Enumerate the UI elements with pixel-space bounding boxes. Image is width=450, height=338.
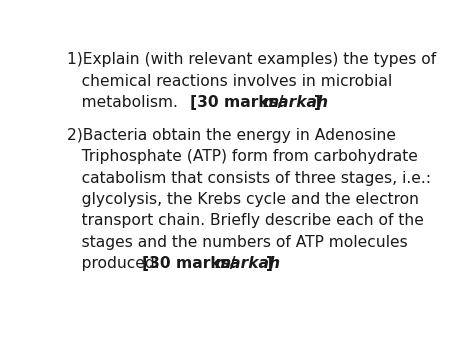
- Text: glycolysis, the Krebs cycle and the electron: glycolysis, the Krebs cycle and the elec…: [67, 192, 418, 207]
- Text: stages and the numbers of ATP molecules: stages and the numbers of ATP molecules: [67, 235, 407, 250]
- Text: [30 marks/: [30 marks/: [190, 95, 284, 110]
- Text: transport chain. Briefly describe each of the: transport chain. Briefly describe each o…: [67, 213, 423, 228]
- Text: metabolism.: metabolism.: [67, 95, 226, 110]
- Text: 2)Bacteria obtain the energy in Adenosine: 2)Bacteria obtain the energy in Adenosin…: [67, 128, 396, 143]
- Text: 1)Explain (with relevant examples) the types of: 1)Explain (with relevant examples) the t…: [67, 52, 436, 67]
- Text: chemical reactions involves in microbial: chemical reactions involves in microbial: [67, 74, 392, 89]
- Text: ]: ]: [314, 95, 321, 110]
- Text: markah: markah: [215, 256, 281, 271]
- Text: ]: ]: [266, 256, 273, 271]
- Text: produced.: produced.: [67, 256, 164, 271]
- Text: Triphosphate (ATP) form from carbohydrate: Triphosphate (ATP) form from carbohydrat…: [67, 149, 418, 164]
- Text: [30 marks/: [30 marks/: [142, 256, 236, 271]
- Text: markah: markah: [263, 95, 329, 110]
- Text: catabolism that consists of three stages, i.e.:: catabolism that consists of three stages…: [67, 171, 431, 186]
